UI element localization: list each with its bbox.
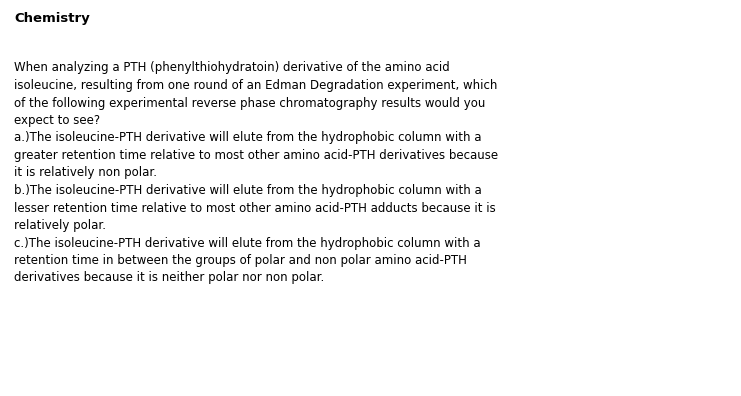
Text: retention time in between the groups of polar and non polar amino acid-PTH: retention time in between the groups of … bbox=[14, 254, 467, 267]
Text: isoleucine, resulting from one round of an Edman Degradation experiment, which: isoleucine, resulting from one round of … bbox=[14, 79, 497, 92]
Text: it is relatively non polar.: it is relatively non polar. bbox=[14, 166, 157, 179]
Text: derivatives because it is neither polar nor non polar.: derivatives because it is neither polar … bbox=[14, 272, 325, 284]
Text: Chemistry: Chemistry bbox=[14, 12, 90, 25]
Text: b.)The isoleucine-PTH derivative will elute from the hydrophobic column with a: b.)The isoleucine-PTH derivative will el… bbox=[14, 184, 482, 197]
Text: c.)The isoleucine-PTH derivative will elute from the hydrophobic column with a: c.)The isoleucine-PTH derivative will el… bbox=[14, 236, 481, 249]
Text: greater retention time relative to most other amino acid-PTH derivatives because: greater retention time relative to most … bbox=[14, 149, 498, 162]
Text: of the following experimental reverse phase chromatography results would you: of the following experimental reverse ph… bbox=[14, 97, 485, 110]
Text: a.)The isoleucine-PTH derivative will elute from the hydrophobic column with a: a.)The isoleucine-PTH derivative will el… bbox=[14, 131, 482, 145]
Text: relatively polar.: relatively polar. bbox=[14, 219, 106, 232]
Text: lesser retention time relative to most other amino acid-PTH adducts because it i: lesser retention time relative to most o… bbox=[14, 202, 496, 215]
Text: expect to see?: expect to see? bbox=[14, 114, 100, 127]
Text: When analyzing a PTH (phenylthiohydratoin) derivative of the amino acid: When analyzing a PTH (phenylthiohydratoi… bbox=[14, 61, 450, 74]
